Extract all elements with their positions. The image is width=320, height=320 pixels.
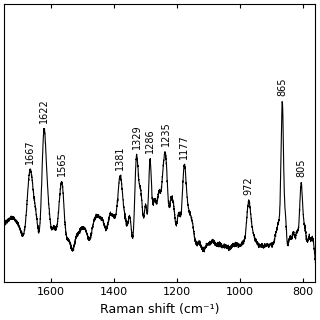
Text: 865: 865 (277, 78, 287, 96)
Text: 1329: 1329 (132, 124, 141, 149)
Text: 1286: 1286 (145, 129, 155, 153)
Text: 1235: 1235 (161, 122, 171, 146)
X-axis label: Raman shift (cm⁻¹): Raman shift (cm⁻¹) (100, 303, 220, 316)
Text: 1381: 1381 (115, 145, 125, 170)
Text: 1622: 1622 (39, 99, 49, 123)
Text: 1667: 1667 (25, 139, 35, 164)
Text: 972: 972 (244, 176, 254, 195)
Text: 1565: 1565 (57, 151, 67, 176)
Text: 1177: 1177 (179, 134, 189, 159)
Text: 805: 805 (296, 159, 306, 177)
